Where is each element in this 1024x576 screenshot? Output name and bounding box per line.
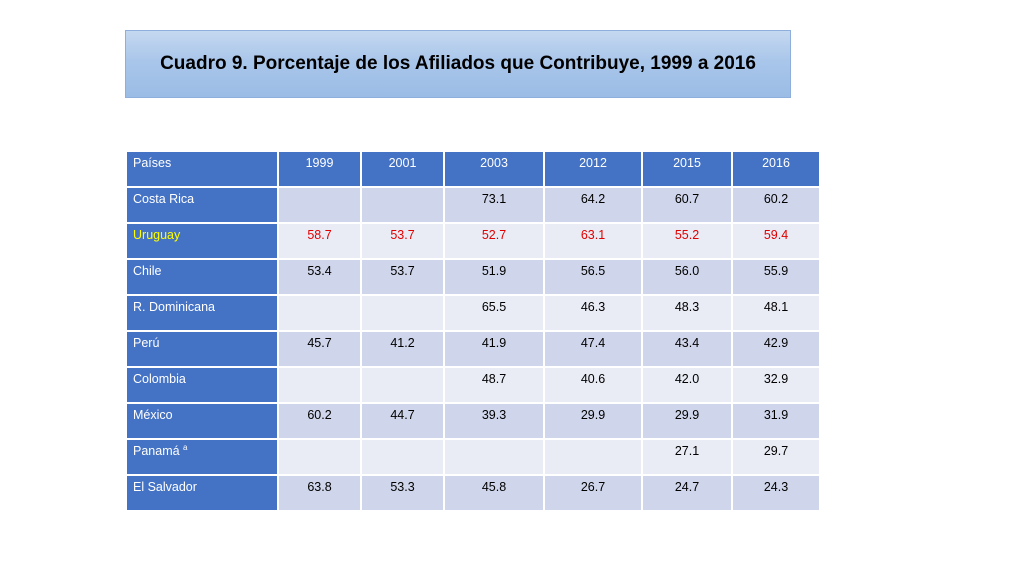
value-cell	[277, 366, 362, 404]
data-table: Países 1999 2001 2003 2012 2015 2016 Cos…	[125, 150, 821, 512]
country-name: Perú	[133, 336, 160, 350]
header-cell-year: 2003	[443, 150, 545, 188]
table-row: México 60.2 44.7 39.3 29.9 29.9 31.9	[125, 402, 821, 440]
country-cell: México	[125, 402, 279, 440]
value-cell: 41.9	[443, 330, 545, 368]
country-name: El Salvador	[133, 480, 197, 494]
value-cell: 55.9	[731, 258, 821, 296]
value-cell: 65.5	[443, 294, 545, 332]
value-cell: 43.4	[641, 330, 733, 368]
value-cell: 24.7	[641, 474, 733, 512]
country-name: Uruguay	[133, 228, 181, 242]
value-cell: 29.9	[641, 402, 733, 440]
country-name: Chile	[133, 264, 162, 278]
country-cell: El Salvador	[125, 474, 279, 512]
value-cell	[277, 438, 362, 476]
table-header-row: Países 1999 2001 2003 2012 2015 2016	[125, 150, 821, 188]
country-cell: Panamá a	[125, 438, 279, 476]
value-cell: 48.7	[443, 366, 545, 404]
value-cell	[360, 438, 445, 476]
value-cell: 63.1	[543, 222, 643, 260]
value-cell: 64.2	[543, 186, 643, 224]
table-row: Uruguay 58.7 53.7 52.7 63.1 55.2 59.4	[125, 222, 821, 260]
table-row: Chile 53.4 53.7 51.9 56.5 56.0 55.9	[125, 258, 821, 296]
value-cell: 53.3	[360, 474, 445, 512]
slide-title: Cuadro 9. Porcentaje de los Afiliados qu…	[160, 53, 756, 74]
country-name: R. Dominicana	[133, 300, 215, 314]
value-cell: 53.7	[360, 222, 445, 260]
table-body: Costa Rica 73.1 64.2 60.7 60.2 Uruguay 58.7 53.…	[125, 186, 821, 512]
value-cell: 58.7	[277, 222, 362, 260]
value-cell: 51.9	[443, 258, 545, 296]
value-cell: 45.8	[443, 474, 545, 512]
value-cell: 46.3	[543, 294, 643, 332]
value-cell: 44.7	[360, 402, 445, 440]
value-cell: 60.2	[277, 402, 362, 440]
header-cell-year: 2001	[360, 150, 445, 188]
header-cell-country: Países	[125, 150, 279, 188]
value-cell	[360, 294, 445, 332]
header-cell-year: 1999	[277, 150, 362, 188]
value-cell	[360, 366, 445, 404]
value-cell	[277, 186, 362, 224]
value-cell: 53.7	[360, 258, 445, 296]
country-name: Colombia	[133, 372, 186, 386]
value-cell: 42.9	[731, 330, 821, 368]
country-name: Costa Rica	[133, 192, 195, 206]
country-name: Panamá	[133, 444, 180, 458]
table-row: Perú 45.7 41.2 41.9 47.4 43.4 42.9	[125, 330, 821, 368]
table-row: Colombia 48.7 40.6 42.0 32.9	[125, 366, 821, 404]
header-cell-year: 2016	[731, 150, 821, 188]
country-cell: Perú	[125, 330, 279, 368]
header-cell-year: 2015	[641, 150, 733, 188]
value-cell: 73.1	[443, 186, 545, 224]
table-row: R. Dominicana 65.5 46.3 48.3 48.1	[125, 294, 821, 332]
value-cell: 40.6	[543, 366, 643, 404]
value-cell	[277, 294, 362, 332]
value-cell: 29.9	[543, 402, 643, 440]
table-row: El Salvador 63.8 53.3 45.8 26.7 24.7 24.3	[125, 474, 821, 512]
value-cell: 45.7	[277, 330, 362, 368]
value-cell: 59.4	[731, 222, 821, 260]
country-name: México	[133, 408, 173, 422]
value-cell: 53.4	[277, 258, 362, 296]
country-cell: R. Dominicana	[125, 294, 279, 332]
value-cell: 48.3	[641, 294, 733, 332]
table-row: Panamá a 27.1 29.7	[125, 438, 821, 476]
country-cell: Colombia	[125, 366, 279, 404]
value-cell: 52.7	[443, 222, 545, 260]
value-cell: 56.0	[641, 258, 733, 296]
value-cell: 60.7	[641, 186, 733, 224]
value-cell: 39.3	[443, 402, 545, 440]
value-cell: 24.3	[731, 474, 821, 512]
country-cell: Uruguay	[125, 222, 279, 260]
value-cell: 55.2	[641, 222, 733, 260]
country-cell: Chile	[125, 258, 279, 296]
value-cell: 26.7	[543, 474, 643, 512]
value-cell: 60.2	[731, 186, 821, 224]
value-cell: 29.7	[731, 438, 821, 476]
value-cell: 47.4	[543, 330, 643, 368]
value-cell	[543, 438, 643, 476]
value-cell	[443, 438, 545, 476]
value-cell: 42.0	[641, 366, 733, 404]
country-cell: Costa Rica	[125, 186, 279, 224]
value-cell: 27.1	[641, 438, 733, 476]
table-row: Costa Rica 73.1 64.2 60.7 60.2	[125, 186, 821, 224]
footnote-marker: a	[183, 443, 188, 452]
value-cell: 56.5	[543, 258, 643, 296]
header-cell-year: 2012	[543, 150, 643, 188]
value-cell: 63.8	[277, 474, 362, 512]
value-cell	[360, 186, 445, 224]
value-cell: 31.9	[731, 402, 821, 440]
value-cell: 41.2	[360, 330, 445, 368]
value-cell: 48.1	[731, 294, 821, 332]
value-cell: 32.9	[731, 366, 821, 404]
title-box: Cuadro 9. Porcentaje de los Afiliados qu…	[125, 30, 791, 98]
